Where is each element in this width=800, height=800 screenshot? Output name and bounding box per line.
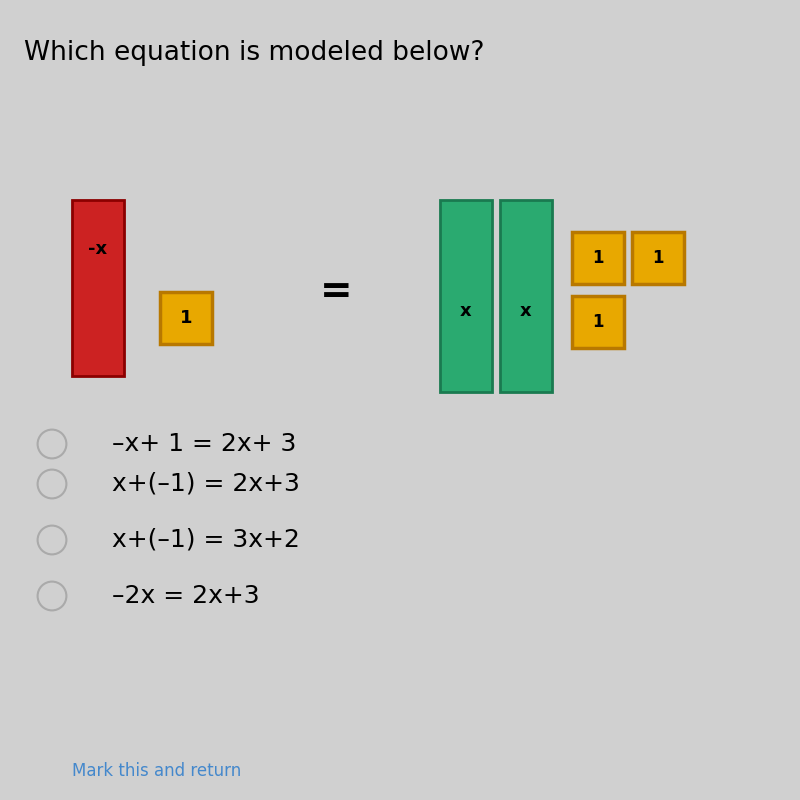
Text: x+(–1) = 2x+3: x+(–1) = 2x+3 xyxy=(112,472,300,496)
FancyBboxPatch shape xyxy=(632,232,684,284)
FancyBboxPatch shape xyxy=(160,292,212,344)
Text: –2x = 2x+3: –2x = 2x+3 xyxy=(112,584,260,608)
FancyBboxPatch shape xyxy=(440,200,492,392)
Text: x: x xyxy=(460,302,472,320)
Text: 1: 1 xyxy=(592,249,604,267)
Text: Mark this and return: Mark this and return xyxy=(72,762,242,780)
Text: Which equation is modeled below?: Which equation is modeled below? xyxy=(24,40,485,66)
Text: 1: 1 xyxy=(652,249,664,267)
Text: 1: 1 xyxy=(180,309,192,327)
Text: x: x xyxy=(520,302,532,320)
FancyBboxPatch shape xyxy=(572,296,624,348)
FancyBboxPatch shape xyxy=(72,200,124,376)
Text: =: = xyxy=(320,273,352,311)
Text: x+(–1) = 3x+2: x+(–1) = 3x+2 xyxy=(112,528,300,552)
FancyBboxPatch shape xyxy=(572,232,624,284)
Text: –x+ 1 = 2x+ 3: –x+ 1 = 2x+ 3 xyxy=(112,432,296,456)
Text: -x: -x xyxy=(89,240,107,258)
FancyBboxPatch shape xyxy=(500,200,552,392)
Text: 1: 1 xyxy=(592,313,604,331)
